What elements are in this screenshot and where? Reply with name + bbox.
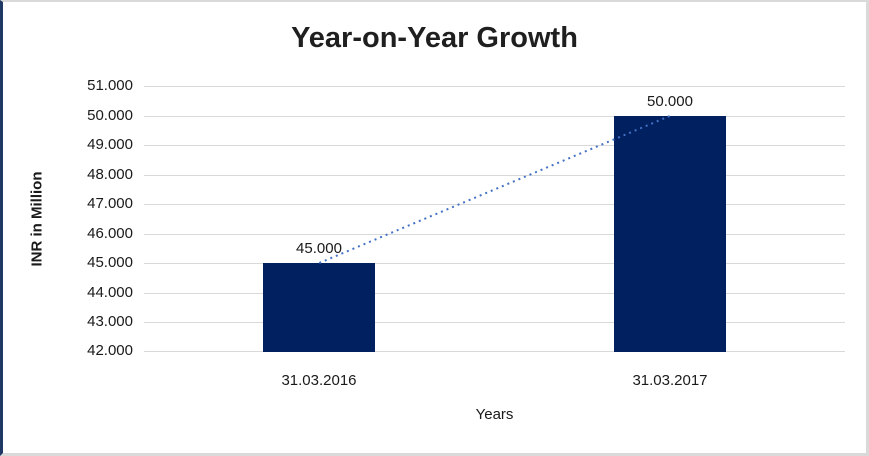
y-tick-label: 43.000	[87, 313, 133, 330]
gridline	[144, 322, 845, 323]
gridline	[144, 293, 845, 294]
gridline	[144, 234, 845, 235]
gridline	[144, 175, 845, 176]
y-tick-label: 44.000	[87, 284, 133, 301]
plot-area: 45.000 50.000	[144, 86, 845, 352]
gridline	[144, 86, 845, 87]
x-category-label: 31.03.2017	[632, 372, 708, 389]
x-category-label: 31.03.2016	[281, 372, 357, 389]
gridline	[144, 204, 845, 205]
y-tick-label: 50.000	[87, 107, 133, 124]
y-tick-label: 42.000	[87, 342, 133, 359]
bar-data-label: 45.000	[296, 240, 342, 257]
x-axis-title: Years	[475, 406, 514, 423]
y-tick-label: 48.000	[87, 166, 133, 183]
y-tick-label: 49.000	[87, 136, 133, 153]
chart-title: Year-on-Year Growth	[291, 22, 578, 54]
gridline	[144, 351, 845, 352]
y-tick-label: 51.000	[87, 77, 133, 94]
gridline	[144, 145, 845, 146]
y-tick-label: 46.000	[87, 225, 133, 242]
bar-31.03.2016[interactable]	[263, 263, 375, 352]
gridline	[144, 116, 845, 117]
y-tick-label: 45.000	[87, 254, 133, 271]
gridline	[144, 263, 845, 264]
y-axis-title: INR in Million	[28, 171, 46, 267]
trendline	[318, 115, 671, 264]
y-tick-label: 47.000	[87, 195, 133, 212]
bar-data-label: 50.000	[647, 93, 693, 110]
bar-31.03.2017[interactable]	[614, 116, 726, 352]
